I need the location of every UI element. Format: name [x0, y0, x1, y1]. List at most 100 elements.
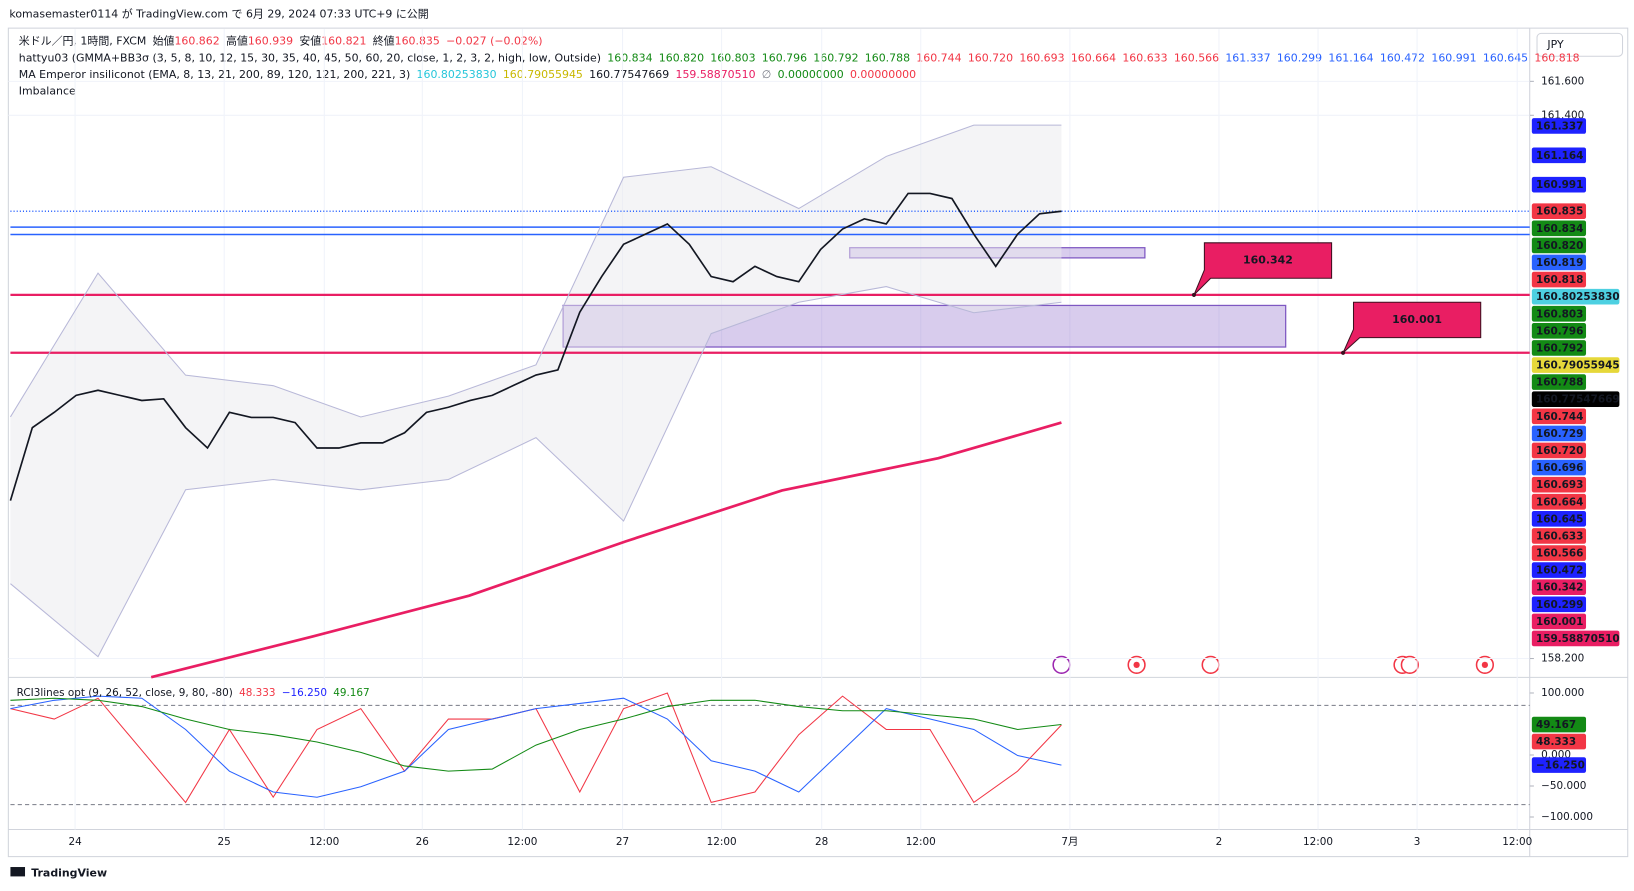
price-label-bg	[1531, 408, 1587, 425]
price-label-bg	[1531, 476, 1587, 493]
indicator-legend: hattyu03 (GMMA+BB3σ (3, 5, 8, 10, 12, 15…	[19, 51, 1580, 64]
callout-box	[1193, 242, 1333, 296]
price-label-bg	[1531, 425, 1587, 442]
brand-logo	[10, 867, 26, 877]
brand: TradingView	[31, 866, 107, 879]
y-tick-label: 158.200	[1541, 653, 1584, 665]
price-label-bg	[1531, 545, 1587, 561]
indicator-value: 160.77547669	[589, 68, 669, 81]
publisher: komasemaster0114 が TradingView.com で 6月 …	[9, 7, 428, 21]
indicator-value: 160.788	[865, 51, 910, 64]
price-label-bg	[1531, 596, 1587, 613]
price-label: 48.333	[1536, 736, 1576, 748]
series-line	[10, 695, 1062, 798]
pane-title-value: 48.333	[239, 687, 275, 699]
x-tick-label: 25	[218, 836, 231, 848]
x-tick-label: 12:00	[1502, 836, 1532, 848]
series-line	[9, 192, 1062, 501]
price-label: 160.792	[1536, 342, 1583, 354]
price-label-bg	[1531, 305, 1587, 322]
price-label-bg	[1531, 511, 1587, 527]
x-tick-label: 12:00	[906, 836, 936, 848]
indicator-value: 0.00000000	[850, 68, 916, 81]
y-tick-label: 161.600	[1541, 75, 1584, 87]
indicator-value: 160.820	[659, 51, 704, 64]
callout-box	[1342, 301, 1482, 354]
ohlc-label: 始値	[153, 34, 175, 48]
y-tick-label: 161.400	[1541, 109, 1584, 121]
indicator-value: 159.58870510	[675, 68, 755, 81]
price-label: 160.819	[1536, 257, 1583, 269]
x-tick-label: 3	[1414, 836, 1421, 848]
pane: 161.600 161.400 158.200 24 25 12:00 26 12:00 27 1…	[8, 29, 1584, 848]
x-tick-label: 12:00	[507, 836, 537, 848]
pane: 100.000 0.000 −50.000 −100.000	[10, 687, 1593, 823]
indicator-legend: MA Emperor insiliconot (EMA, 8, 13, 21, …	[19, 68, 916, 81]
pane-title: RCI3lines opt (9, 26, 52, close, 9, 80, …	[17, 687, 370, 699]
callout-anchor	[1191, 292, 1197, 297]
price-label-bg	[1531, 613, 1587, 630]
price-label-bg	[1531, 147, 1587, 164]
price-label-bg	[1531, 323, 1587, 339]
price-label-bg	[1531, 630, 1620, 647]
price-label: 160.991	[1536, 179, 1583, 191]
indicator-value: 160.991	[1431, 51, 1476, 64]
price-label: 160.720	[1536, 445, 1583, 457]
price-label-bg	[1531, 340, 1587, 356]
price-label-bg	[1531, 442, 1587, 459]
price-label: 160.803	[1536, 308, 1583, 320]
x-tick-label: 12:00	[1303, 836, 1333, 848]
symbol: 米ドル／円, 1時間, FXCM	[19, 35, 147, 48]
ohlc-value: 160.835	[395, 35, 440, 48]
x-tick-label: 12:00	[707, 836, 737, 848]
price-label-bg	[1531, 176, 1587, 193]
price-labels: 49.167 48.333 −16.250	[1531, 716, 1587, 773]
currency[interactable]: JPY	[1546, 38, 1564, 51]
y-tick-label: 100.000	[1541, 687, 1584, 699]
price-label: 160.77547669	[1536, 394, 1620, 406]
price-label: 160.818	[1536, 274, 1583, 286]
series-line	[10, 697, 1062, 772]
price-label-bg	[1531, 254, 1587, 271]
indicator-value: 160.633	[1122, 51, 1167, 64]
indicator-value: 161.164	[1328, 51, 1373, 64]
event-icon[interactable]	[1400, 655, 1419, 674]
price-label: 160.633	[1536, 530, 1583, 542]
x-tick-label: 24	[68, 836, 82, 848]
callout-label: 160.001	[1392, 313, 1442, 326]
indicator-value: 160.664	[1071, 51, 1116, 64]
price-label: 160.645	[1536, 513, 1583, 525]
price-label: 160.664	[1536, 496, 1583, 508]
price-label: 160.80253830	[1536, 291, 1620, 303]
price-label: 160.834	[1536, 223, 1583, 235]
indicator-value: 160.566	[1174, 51, 1219, 64]
price-label: 159.58870510	[1536, 633, 1620, 645]
indicator-value: ∅	[762, 68, 772, 81]
indicator-value: 160.720	[968, 51, 1013, 64]
price-label-bg	[1531, 220, 1587, 237]
price-label: 160.693	[1536, 479, 1583, 491]
x-tick-label: 28	[815, 836, 828, 848]
indicator-name: Imbalance	[19, 85, 76, 98]
indicator-value: 160.472	[1380, 51, 1425, 64]
price-label-bg	[1531, 493, 1587, 510]
indicator-value: 160.299	[1277, 51, 1322, 64]
price-label: 49.167	[1536, 719, 1576, 731]
ohlc-value: 160.939	[248, 35, 293, 48]
indicator-value: 160.693	[1019, 51, 1064, 64]
price-label-bg	[1531, 757, 1587, 773]
currency-button[interactable]	[1536, 32, 1624, 57]
price-label-bg	[1531, 271, 1587, 288]
event-icon-dot	[1481, 661, 1489, 668]
pane-title-value: −16.250	[282, 687, 327, 699]
price-label-bg	[1531, 203, 1587, 220]
frame	[7, 27, 1629, 858]
price-label: 160.566	[1536, 548, 1583, 560]
indicator-value: 160.645	[1483, 51, 1528, 64]
price-label-bg	[1531, 459, 1587, 476]
band-fill	[10, 125, 1062, 657]
ohlc-value: 160.862	[174, 35, 219, 48]
indicator-value: 160.803	[710, 51, 755, 64]
price-label: 160.472	[1536, 565, 1583, 577]
